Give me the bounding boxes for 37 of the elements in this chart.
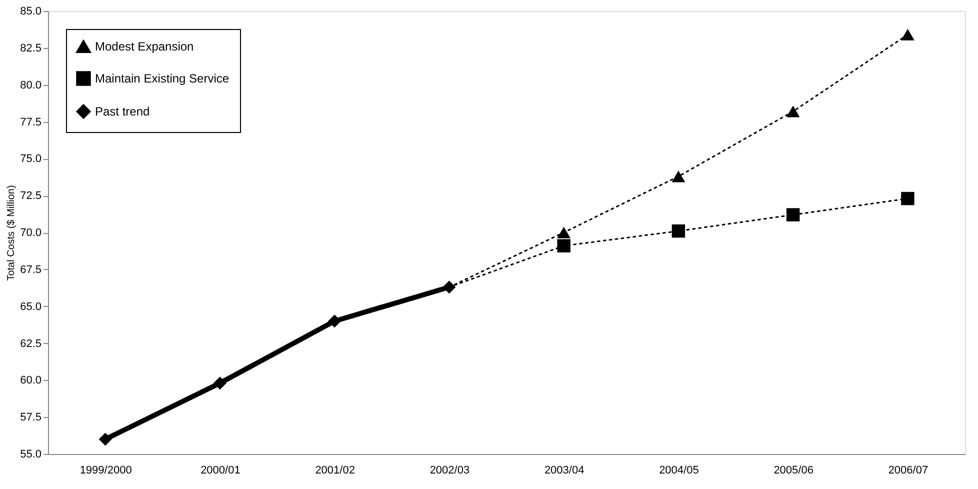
point xyxy=(557,226,571,238)
point xyxy=(672,224,686,238)
legend-label: Maintain Existing Service xyxy=(95,72,230,86)
point xyxy=(213,376,226,390)
x-tick-label: 2006/07 xyxy=(888,464,928,476)
y-tick-label: 80.0 xyxy=(20,79,42,92)
y-tick-label: 70.0 xyxy=(20,227,42,239)
y-tick-label: 85.0 xyxy=(20,6,42,18)
point xyxy=(557,239,570,252)
y-tick-label: 82.5 xyxy=(20,42,42,54)
point xyxy=(786,208,800,222)
legend-label: Modest Expansion xyxy=(95,40,194,54)
point xyxy=(901,192,914,206)
x-tick-label: 2001/02 xyxy=(315,464,355,476)
y-tick-label: 55.0 xyxy=(20,448,42,460)
y-tick-label: 57.5 xyxy=(20,412,42,424)
x-tick-label: 2003/04 xyxy=(544,464,584,476)
x-tick-label: 2005/06 xyxy=(774,464,814,476)
point xyxy=(98,432,112,446)
x-tick-label: 2000/01 xyxy=(200,464,240,476)
y-tick-label: 65.0 xyxy=(20,300,42,313)
point xyxy=(786,106,800,118)
x-tick-label: 2002/03 xyxy=(430,464,470,476)
point xyxy=(900,28,914,40)
y-tick-label: 77.5 xyxy=(20,116,42,128)
x-tick-label: 2004/05 xyxy=(659,464,699,476)
y-tick-label: 67.5 xyxy=(20,264,42,276)
y-tick-label: 75.0 xyxy=(20,153,42,166)
point xyxy=(672,170,686,182)
y-tick-label: 72.5 xyxy=(20,190,42,202)
point xyxy=(442,280,456,294)
y-axis-title: Total Costs ($ Million) xyxy=(6,185,18,281)
y-tick-label: 60.0 xyxy=(20,374,42,387)
y-tick-label: 62.5 xyxy=(20,338,42,350)
point xyxy=(328,314,342,328)
legend-label: Past trend xyxy=(95,104,150,118)
x-tick-label: 1999/2000 xyxy=(80,464,132,476)
